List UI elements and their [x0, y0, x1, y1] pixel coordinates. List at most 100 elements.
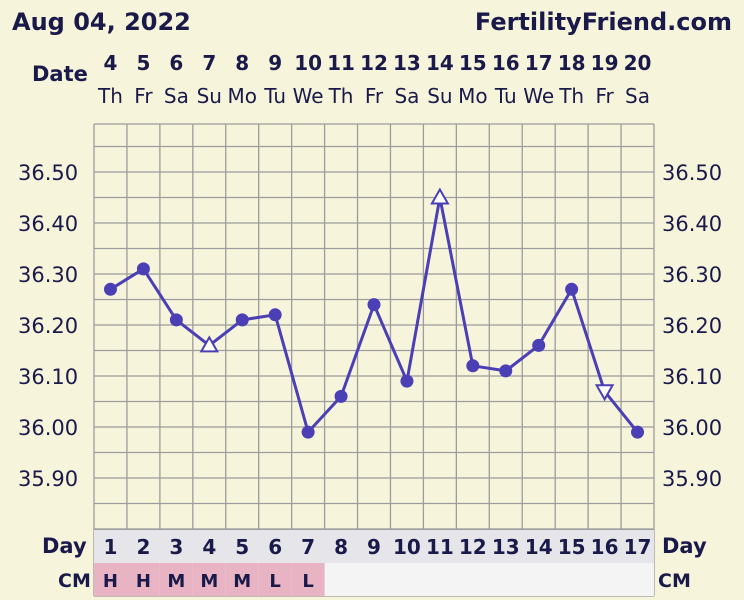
- weekday-label: Sa: [625, 84, 650, 108]
- temp-point: [565, 282, 579, 296]
- cm-value: L: [269, 571, 280, 592]
- temperature-line: [109, 196, 639, 434]
- y-tick-label-right: 36.20: [662, 314, 722, 338]
- y-tick-label-right: 36.30: [662, 263, 722, 287]
- day-row-background: [94, 530, 654, 563]
- date-number: 4: [104, 51, 118, 75]
- cycle-day-label: 1: [104, 535, 118, 559]
- weekday-label: Sa: [394, 84, 419, 108]
- cycle-day-label: 7: [301, 535, 315, 559]
- cm-cell-background: [192, 563, 226, 596]
- weekday-label: We: [293, 84, 324, 108]
- weekday-label: We: [523, 84, 554, 108]
- weekday-label: Fr: [595, 84, 614, 108]
- bottom-rows-background: [94, 530, 654, 596]
- cm-cell-background: [225, 563, 259, 596]
- cm-row-label-right: CM: [658, 570, 691, 592]
- date-number: 6: [169, 51, 183, 75]
- y-tick-label-left: 36.30: [18, 263, 78, 287]
- cycle-day-label: 15: [558, 535, 586, 559]
- temp-point: [532, 338, 546, 352]
- weekday-label: Th: [97, 84, 123, 108]
- date-number: 12: [360, 51, 388, 75]
- site-name: FertilityFriend.com: [475, 8, 732, 36]
- date-number: 14: [426, 51, 454, 75]
- cycle-day-label: 17: [624, 535, 652, 559]
- cm-value: M: [200, 571, 218, 592]
- cycle-day-label: 4: [202, 535, 216, 559]
- temp-point: [334, 389, 348, 403]
- date-number: 10: [294, 51, 322, 75]
- temp-point: [499, 364, 513, 378]
- cycle-day-label: 16: [591, 535, 619, 559]
- chart-date-title: Aug 04, 2022: [12, 8, 191, 36]
- y-tick-label-right: 36.40: [662, 212, 722, 236]
- cm-value: H: [103, 571, 118, 592]
- temp-point: [103, 282, 117, 296]
- cycle-day-label: 10: [393, 535, 421, 559]
- temp-point: [631, 425, 645, 439]
- cycle-day-label: 13: [492, 535, 520, 559]
- cycle-day-label: 5: [235, 535, 249, 559]
- chart-grid: [93, 123, 655, 597]
- cycle-day-label: 12: [459, 535, 487, 559]
- cm-cell-background: [258, 563, 292, 596]
- cm-value: H: [136, 571, 151, 592]
- date-row-label: Date: [32, 62, 88, 86]
- cycle-day-label: 9: [367, 535, 381, 559]
- date-number: 13: [393, 51, 421, 75]
- temp-point: [301, 425, 315, 439]
- temp-point-open-up: [430, 187, 450, 205]
- date-number: 5: [136, 51, 150, 75]
- cm-cell-background: [126, 563, 160, 596]
- cycle-day-label: 14: [525, 535, 553, 559]
- temp-point-open-down: [594, 384, 615, 402]
- weekday-label: Tu: [263, 84, 286, 108]
- y-tick-label-right: 35.90: [662, 467, 722, 491]
- date-number: 16: [492, 51, 520, 75]
- cm-cell-background: [159, 563, 193, 596]
- date-number: 19: [591, 51, 619, 75]
- date-number: 18: [558, 51, 586, 75]
- cm-cell-background: [291, 563, 325, 596]
- day-row-label-left: Day: [42, 534, 87, 558]
- y-tick-label-left: 36.10: [18, 365, 78, 389]
- cm-value: L: [302, 571, 313, 592]
- date-number: 9: [268, 51, 282, 75]
- temp-point: [268, 308, 282, 322]
- cycle-day-label: 2: [136, 535, 150, 559]
- y-tick-label-right: 36.10: [662, 365, 722, 389]
- temp-point: [136, 262, 150, 276]
- y-tick-label-right: 36.00: [662, 416, 722, 440]
- cm-row-label-left: CM: [58, 570, 91, 592]
- temp-point: [400, 374, 414, 388]
- weekday-label: Sa: [164, 84, 189, 108]
- weekday-label: Tu: [494, 84, 517, 108]
- temp-point-open-up: [199, 335, 220, 353]
- weekday-label: Su: [427, 84, 452, 108]
- temp-point: [169, 313, 183, 327]
- date-number: 8: [235, 51, 249, 75]
- cycle-day-label: 3: [169, 535, 183, 559]
- weekday-label: Su: [197, 84, 222, 108]
- temp-point: [235, 313, 249, 327]
- date-number: 17: [525, 51, 553, 75]
- y-tick-label-left: 36.50: [18, 161, 78, 185]
- date-number: 15: [459, 51, 487, 75]
- cm-cell-background: [94, 563, 127, 596]
- weekday-label: Mo: [227, 84, 257, 108]
- cycle-day-label: 11: [426, 535, 454, 559]
- weekday-label: Fr: [365, 84, 384, 108]
- temp-point: [466, 359, 480, 373]
- cycle-day-label: 8: [334, 535, 348, 559]
- weekday-label: Mo: [458, 84, 488, 108]
- y-tick-label-left: 36.40: [18, 212, 78, 236]
- date-number: 7: [202, 51, 216, 75]
- y-tick-label-left: 36.20: [18, 314, 78, 338]
- temperature-line-layer: [103, 187, 645, 439]
- cm-value: M: [167, 571, 185, 592]
- date-number: 20: [624, 51, 652, 75]
- weekday-label: Th: [558, 84, 584, 108]
- temp-point: [367, 298, 381, 312]
- cycle-day-label: 6: [268, 535, 282, 559]
